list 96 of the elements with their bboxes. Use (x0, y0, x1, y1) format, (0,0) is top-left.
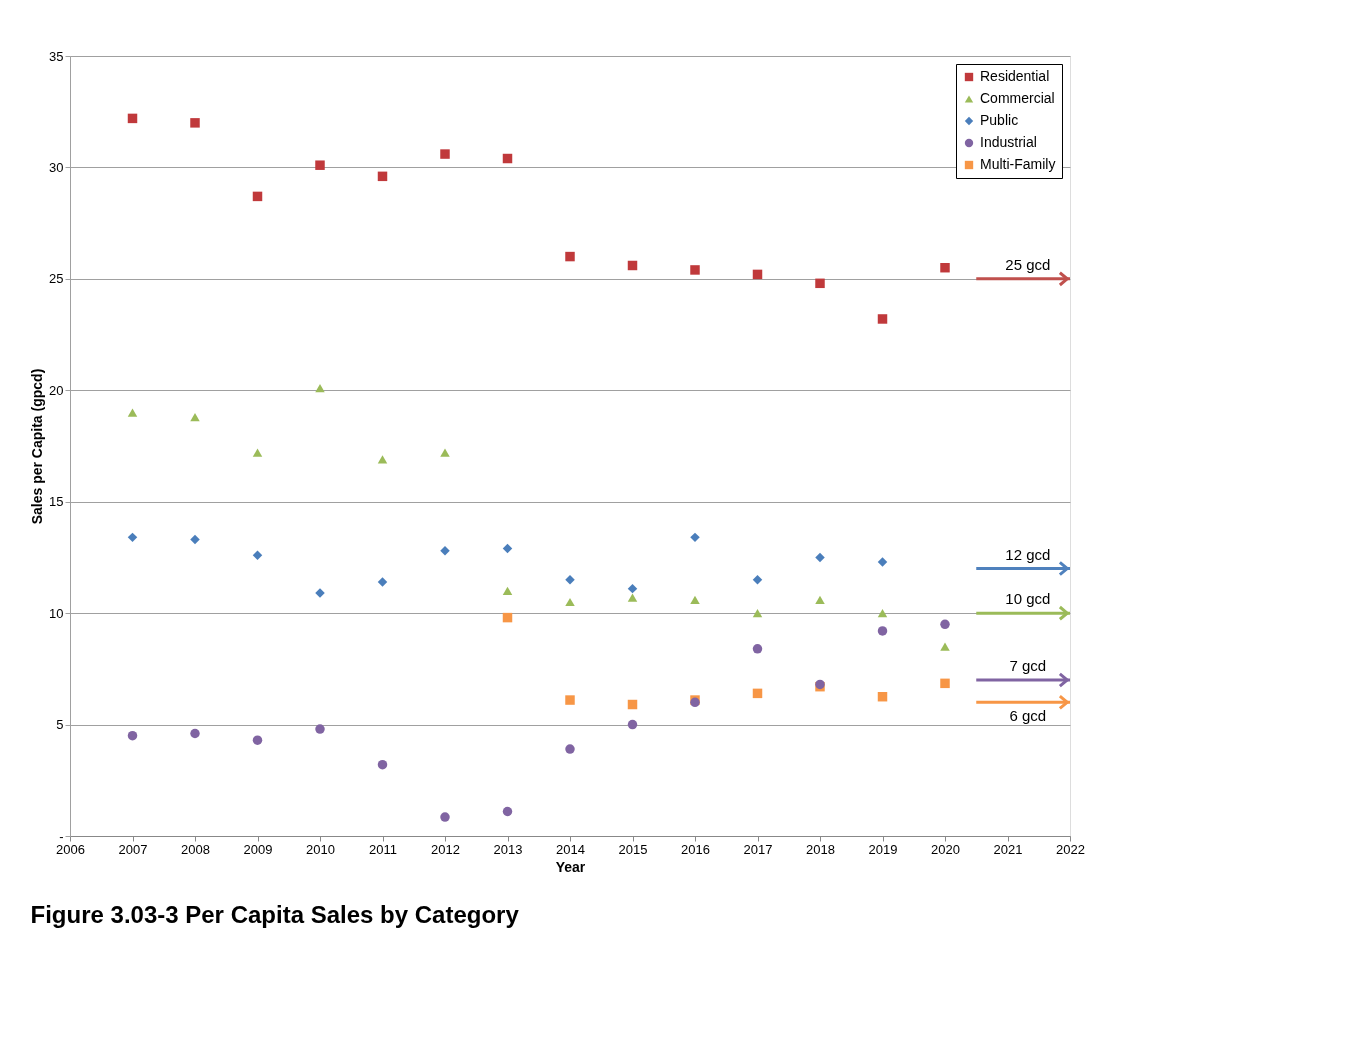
point (377, 171, 388, 182)
legend-label: Public (980, 112, 1019, 128)
point (627, 719, 638, 730)
x-tick-label: 2011 (369, 841, 397, 857)
point (877, 609, 888, 618)
point (502, 612, 513, 623)
point (565, 597, 575, 607)
point (627, 260, 638, 271)
y-tick-label: 10 (49, 605, 64, 621)
point (877, 691, 888, 702)
point (252, 448, 263, 457)
x-tick-label: 2009 (243, 841, 273, 857)
ref-line-label: 25 gcd (1005, 255, 1051, 273)
point (377, 455, 388, 464)
point (877, 626, 888, 636)
point (690, 532, 700, 543)
point (440, 448, 450, 457)
legend-label: Industrial (980, 134, 1037, 150)
point (565, 251, 575, 262)
point (315, 383, 325, 393)
point (565, 695, 575, 705)
point (565, 574, 575, 585)
point (815, 595, 825, 604)
x-tick-label: 2018 (806, 841, 835, 857)
ref-line-label: 7 gcd (1009, 657, 1047, 674)
point (940, 642, 950, 651)
point (502, 543, 513, 554)
x-tick-label: 2007 (118, 841, 148, 857)
point (252, 735, 263, 745)
y-tick-label: 25 (49, 271, 64, 287)
point (940, 619, 950, 630)
point (690, 595, 700, 604)
point (690, 265, 700, 275)
point (127, 730, 138, 741)
y-tick-label: 15 (49, 494, 64, 510)
x-tick-label: 2017 (743, 841, 773, 857)
x-tick-label: 2010 (306, 841, 335, 857)
point (940, 262, 950, 273)
point (752, 644, 763, 654)
point (190, 118, 200, 128)
x-tick-label: 2021 (993, 841, 1023, 857)
legend-label: Commercial (980, 90, 1055, 106)
x-tick-label: 2014 (556, 841, 585, 857)
point (877, 557, 888, 567)
x-tick-label: 2020 (931, 841, 960, 857)
y-tick-label: 30 (49, 159, 64, 175)
x-tick-label: 2008 (181, 841, 210, 857)
x-axis-title: Year (555, 858, 586, 875)
y-tick-label: 20 (49, 382, 64, 398)
x-tick-label: 2016 (681, 841, 710, 857)
point (752, 574, 763, 585)
point (940, 678, 950, 689)
x-tick-label: 2015 (618, 841, 648, 857)
y-axis-title: Sales per Capita (gpcd) (29, 368, 46, 525)
point (565, 744, 575, 754)
ref-line-label: 6 gcd (1009, 707, 1047, 725)
x-tick-label: 2012 (431, 841, 460, 857)
point (127, 113, 138, 124)
point (440, 812, 450, 822)
point (752, 609, 763, 618)
y-tick-label: 35 (49, 48, 64, 64)
point (502, 806, 513, 817)
point (752, 688, 763, 699)
point (315, 724, 325, 734)
point (815, 552, 825, 563)
ref-line-label: 12 gcd (1005, 545, 1051, 563)
x-tick-label: 2022 (1056, 841, 1085, 857)
legend-label: Residential (980, 68, 1050, 84)
point (377, 577, 388, 587)
x-tick-label: 2013 (493, 841, 523, 857)
point (315, 160, 325, 170)
legend-label: Multi-Family (980, 156, 1056, 172)
point (190, 534, 200, 545)
point (815, 278, 825, 289)
point (190, 728, 200, 739)
point (190, 412, 200, 422)
x-tick-label: 2006 (56, 841, 85, 857)
point (252, 191, 263, 202)
point (252, 550, 263, 560)
point (752, 269, 763, 280)
point (440, 546, 450, 556)
point (502, 586, 513, 595)
point (377, 759, 388, 770)
point (627, 583, 638, 594)
x-tick-label: 2019 (868, 841, 898, 857)
text: Figure 3.03-3 Per Capita Sales by Category (30, 901, 520, 928)
y-tick-label: 5 (56, 717, 64, 733)
y-tick-label: - (59, 828, 64, 844)
point (440, 149, 450, 159)
ref-line-label: 10 gcd (1005, 590, 1051, 608)
point (502, 153, 513, 164)
point (627, 593, 638, 602)
point (127, 408, 138, 417)
point (877, 314, 888, 324)
point (127, 532, 138, 543)
point (627, 699, 638, 710)
